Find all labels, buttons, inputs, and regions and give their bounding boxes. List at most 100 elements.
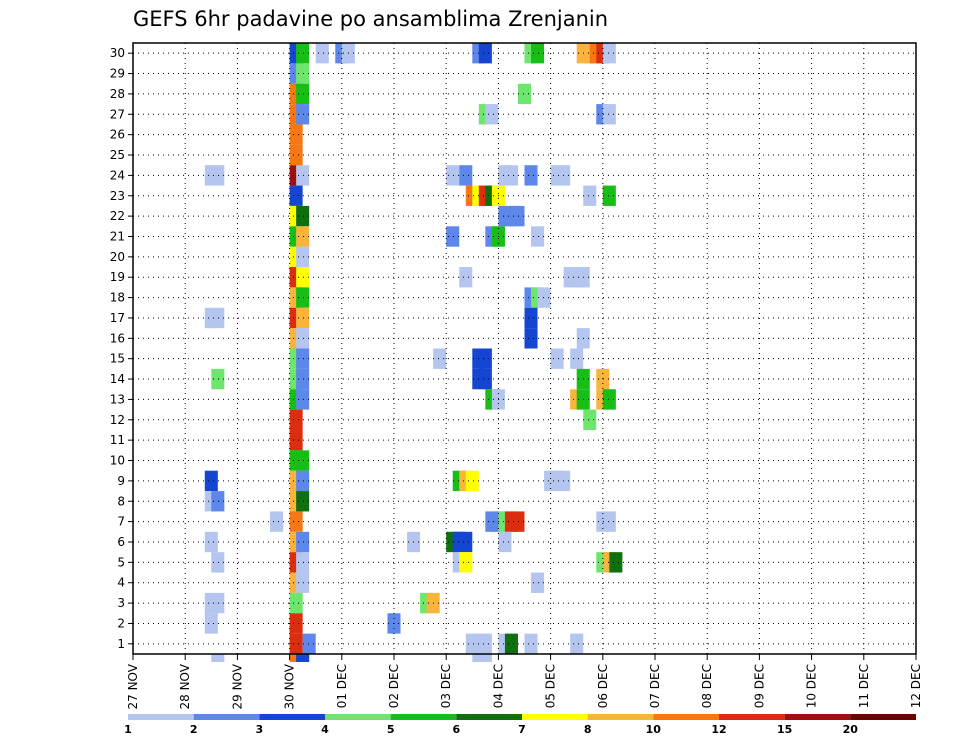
colorbar: 1 2 3 4 5 6 7 8 10 12 15 20 <box>124 714 916 736</box>
heatmap-cell <box>602 511 616 532</box>
heatmap-cell <box>289 429 303 451</box>
y-tick-label: 22 <box>110 209 125 223</box>
heatmap-cell <box>550 348 564 369</box>
heatmap-cell <box>289 409 303 430</box>
heatmap-cell <box>204 470 218 492</box>
x-tick-label: 10 DEC <box>805 664 819 708</box>
heatmap-cell <box>570 348 584 369</box>
y-axis: 1234567891011121314151617181920212223242… <box>110 46 133 651</box>
x-tick-label: 02 DEC <box>387 664 401 708</box>
heatmap-cell <box>289 511 303 532</box>
heatmap-cell <box>583 185 597 206</box>
colorbar-swatch <box>259 714 325 720</box>
heatmap-cells <box>204 43 623 662</box>
heatmap-cell <box>531 226 545 247</box>
x-tick-label: 29 NOV <box>230 663 244 709</box>
heatmap-cell <box>211 368 225 390</box>
heatmap-cell <box>446 226 460 247</box>
y-tick-label: 18 <box>110 291 125 305</box>
y-tick-label: 13 <box>110 392 125 406</box>
heatmap-cell <box>296 572 310 593</box>
heatmap-cell <box>504 633 518 654</box>
y-tick-label: 12 <box>110 413 125 427</box>
heatmap-cell <box>472 654 486 662</box>
heatmap-cell <box>570 633 584 654</box>
heatmap-cell <box>211 307 225 329</box>
heatmap-cell <box>296 205 310 227</box>
heatmap-cell <box>465 470 479 492</box>
colorbar-swatch <box>719 714 785 720</box>
y-tick-label: 21 <box>110 229 125 243</box>
y-tick-label: 17 <box>110 311 125 325</box>
colorbar-label: 4 <box>321 723 329 736</box>
x-tick-label: 08 DEC <box>700 664 714 708</box>
y-tick-label: 3 <box>117 596 125 610</box>
y-tick-label: 8 <box>117 494 125 508</box>
heatmap-cell <box>296 83 310 105</box>
colorbar-swatch <box>784 714 851 720</box>
x-tick-label: 11 DEC <box>857 664 871 708</box>
heatmap-cell <box>433 348 447 369</box>
plot-frame <box>132 42 917 655</box>
colorbar-label: 15 <box>777 723 792 736</box>
colorbar-swatch <box>128 714 194 720</box>
heatmap-cell <box>289 592 303 614</box>
colorbar-label: 1 <box>124 723 132 736</box>
heatmap-cell <box>289 613 303 634</box>
heatmap-cell <box>296 368 310 390</box>
y-tick-label: 23 <box>110 189 125 203</box>
heatmap-cell <box>204 613 218 634</box>
heatmap-cell <box>296 226 310 247</box>
heatmap-cell <box>296 348 310 369</box>
chart-title: GEFS 6hr padavine po ansamblima Zrenjani… <box>133 7 608 31</box>
heatmap-cell <box>289 633 303 654</box>
y-tick-label: 30 <box>110 46 125 60</box>
x-tick-label: 04 DEC <box>491 664 505 708</box>
x-tick-label: 05 DEC <box>544 664 558 708</box>
x-tick-label: 28 NOV <box>178 663 192 709</box>
y-tick-label: 7 <box>117 515 125 529</box>
heatmap-cell <box>211 491 225 512</box>
heatmap-cell <box>211 165 225 186</box>
y-tick-label: 29 <box>110 67 125 81</box>
heatmap-cell <box>296 63 310 84</box>
colorbar-label: 10 <box>646 723 662 736</box>
heatmap-cell <box>289 185 303 206</box>
heatmap-cell <box>596 368 610 390</box>
heatmap-cell <box>478 633 492 654</box>
y-tick-label: 27 <box>110 107 125 121</box>
heatmap-cell <box>602 104 616 125</box>
heatmap-cell <box>211 592 225 614</box>
heatmap-cell <box>289 144 303 166</box>
heatmap-cell <box>524 633 538 654</box>
y-tick-label: 15 <box>110 352 125 366</box>
heatmap-cell <box>446 165 460 186</box>
colorbar-swatch <box>390 714 457 720</box>
heatmap-cell <box>315 43 329 64</box>
heatmap-cell <box>459 531 473 553</box>
x-tick-label: 03 DEC <box>439 664 453 708</box>
heatmap-cell <box>296 552 310 573</box>
heatmap-cell <box>296 491 310 512</box>
heatmap-cell <box>524 307 538 329</box>
heatmap-cell <box>296 104 310 125</box>
heatmap-cell <box>296 246 310 268</box>
heatmap-cell <box>602 43 616 64</box>
heatmap-cell <box>296 43 310 64</box>
y-tick-label: 9 <box>117 474 125 488</box>
heatmap-cell <box>517 83 532 105</box>
colorbar-swatch <box>653 714 719 720</box>
heatmap-cell <box>296 267 310 288</box>
heatmap-cell <box>478 654 492 662</box>
heatmap-cell <box>211 552 225 573</box>
y-tick-label: 6 <box>117 535 125 549</box>
colorbar-label: 2 <box>190 723 198 736</box>
y-tick-label: 5 <box>117 555 125 569</box>
heatmap-cell <box>504 165 518 186</box>
heatmap-cell <box>511 511 525 532</box>
x-tick-label: 09 DEC <box>752 664 766 708</box>
colorbar-label: 6 <box>452 723 460 736</box>
heatmap-cell <box>524 165 538 186</box>
heatmap-cell <box>296 287 310 308</box>
